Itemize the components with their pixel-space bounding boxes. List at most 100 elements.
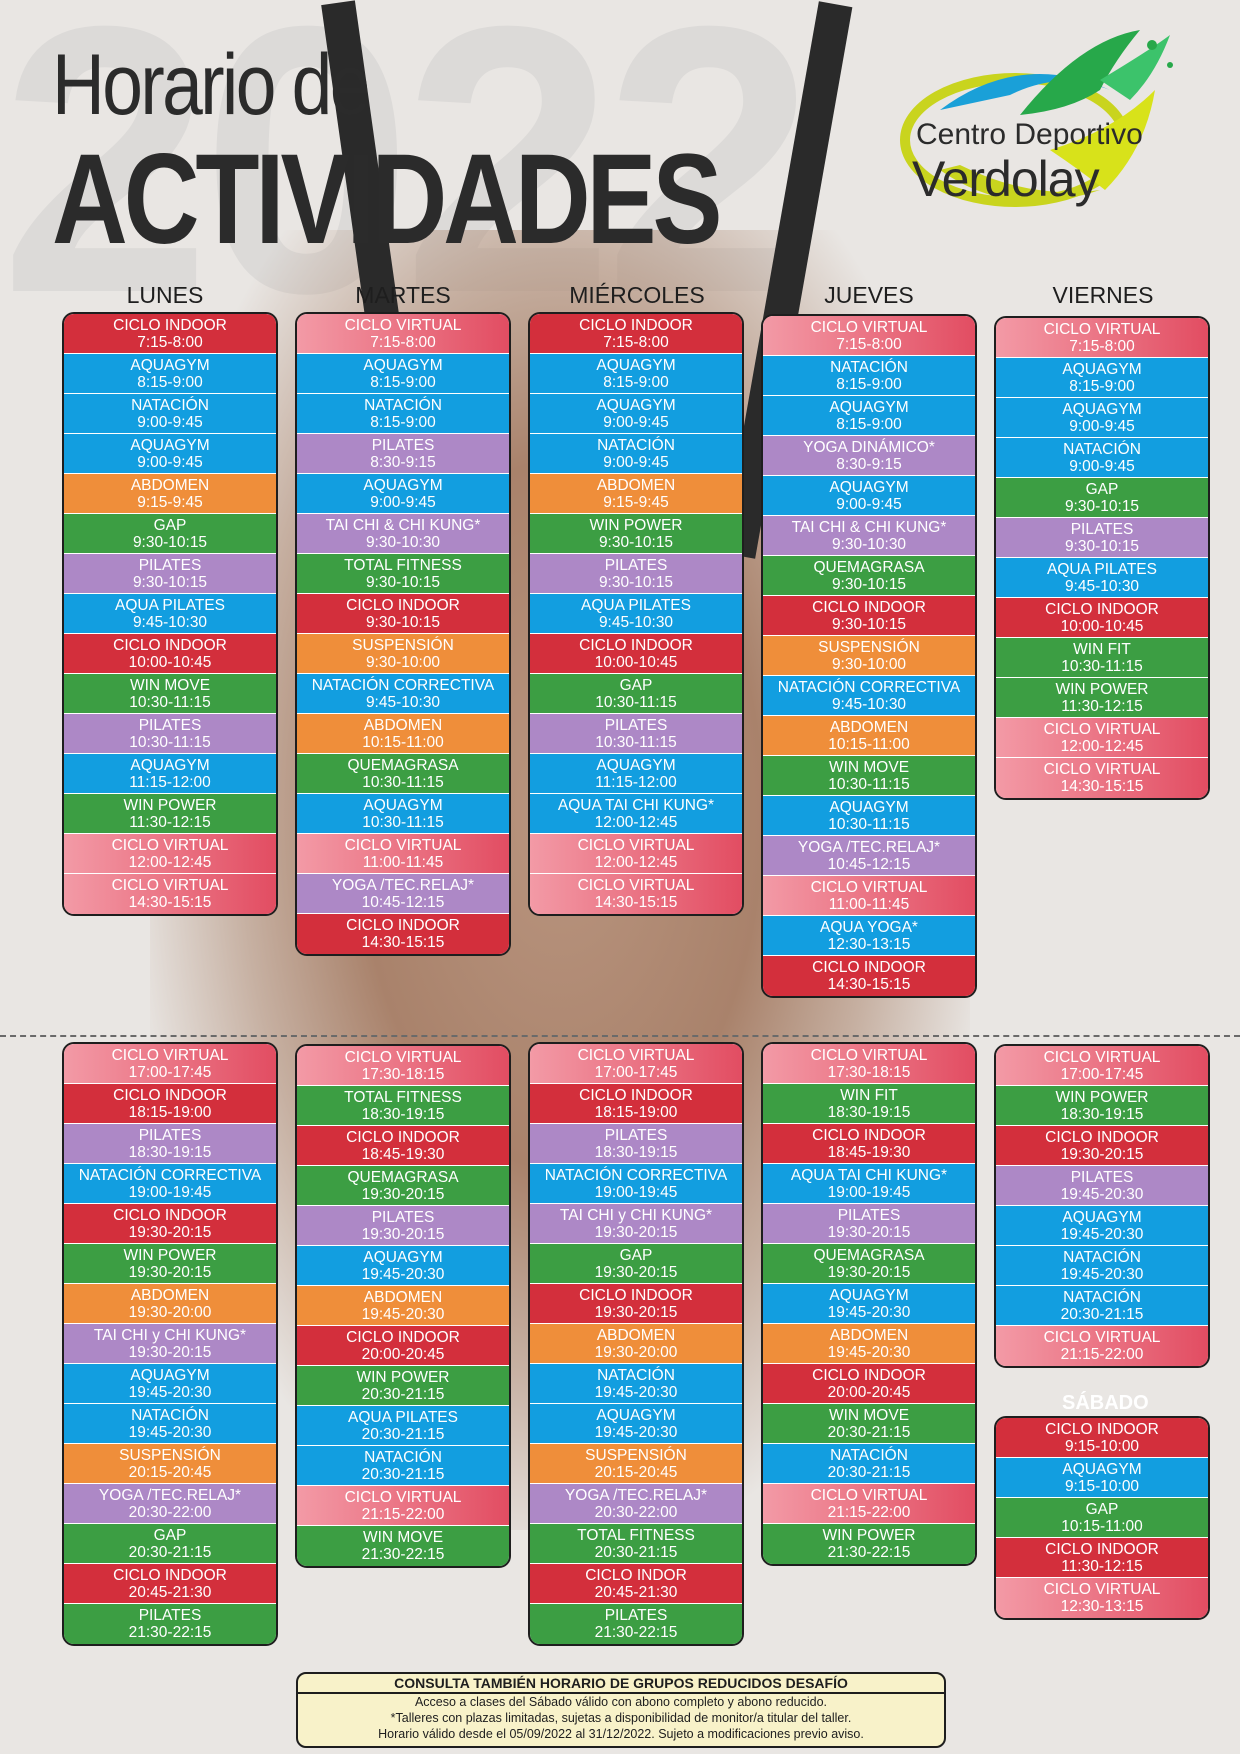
activity-name: CICLO INDOOR [812, 599, 926, 616]
activity-time: 20:30-22:00 [128, 1504, 212, 1521]
activity-time: 19:30-20:15 [594, 1224, 678, 1241]
activity-name: QUEMAGRASA [347, 757, 459, 774]
activity-cell: CICLO VIRTUAL 21:15-22:00 [297, 1486, 509, 1526]
activity-cell: AQUAGYM 19:45-20:30 [530, 1404, 742, 1444]
activity-name: AQUA TAI CHI KUNG* [790, 1167, 948, 1184]
activity-name: ABDOMEN [596, 477, 676, 494]
activity-cell: PILATES 21:30-22:15 [64, 1604, 276, 1644]
activity-time: 14:30-15:15 [128, 894, 212, 911]
activity-name: CICLO INDOOR [113, 637, 227, 654]
activity-time: 20:30-21:15 [827, 1424, 911, 1441]
activity-cell: AQUAGYM 11:15-12:00 [64, 754, 276, 794]
activity-name: TOTAL FITNESS [344, 1089, 462, 1106]
activity-cell: CICLO VIRTUAL 21:15-22:00 [996, 1326, 1208, 1366]
activity-cell: CICLO INDOOR 10:00-10:45 [996, 598, 1208, 638]
activity-time: 9:30-10:15 [1064, 498, 1140, 515]
activity-name: YOGA /TEC.RELAJ* [797, 839, 941, 856]
activity-name: ABDOMEN [130, 477, 210, 494]
activity-cell: AQUA PILATES 20:30-21:15 [297, 1406, 509, 1446]
activity-time: 19:45-20:30 [827, 1304, 911, 1321]
activity-name: CICLO INDOOR [579, 317, 693, 334]
activity-name: AQUAGYM [363, 1249, 443, 1266]
activity-name: SUSPENSIÓN [818, 639, 920, 656]
footer-notes: CONSULTA TAMBIÉN HORARIO DE GRUPOS REDUC… [296, 1672, 946, 1748]
activity-cell: CICLO INDOOR 9:30-10:15 [297, 594, 509, 634]
activity-name: NATACIÓN [597, 1367, 675, 1384]
activity-cell: ABDOMEN 9:15-9:45 [64, 474, 276, 514]
activity-cell: ABDOMEN 10:15-11:00 [763, 716, 975, 756]
activity-time: 19:30-20:15 [128, 1224, 212, 1241]
column-jueves-tarde: CICLO VIRTUAL 17:30-18:15 WIN FIT 18:30-19:… [761, 1042, 977, 1566]
activity-name: TOTAL FITNESS [344, 557, 462, 574]
activity-cell: NATACIÓN 20:30-21:15 [297, 1446, 509, 1486]
activity-time: 7:15-8:00 [836, 336, 902, 353]
title-line1: Horario de [52, 37, 370, 133]
activity-time: 17:00-17:45 [594, 1064, 678, 1081]
activity-name: GAP [1085, 1501, 1119, 1518]
activity-name: PILATES [604, 717, 668, 734]
activity-time: 19:00-19:45 [827, 1184, 911, 1201]
activity-name: ABDOMEN [130, 1287, 210, 1304]
activity-cell: AQUAGYM 19:45-20:30 [297, 1246, 509, 1286]
column-lunes-tarde: CICLO VIRTUAL 17:00-17:45 CICLO INDOOR 18:1… [62, 1042, 278, 1646]
activity-time: 19:00-19:45 [128, 1184, 212, 1201]
activity-time: 8:15-9:00 [603, 374, 669, 391]
activity-cell: NATACIÓN 19:45-20:30 [530, 1364, 742, 1404]
activity-name: AQUAGYM [130, 357, 210, 374]
day-label-sabado: SÁBADO [1062, 1392, 1149, 1414]
activity-cell: CICLO VIRTUAL 7:15-8:00 [996, 318, 1208, 358]
activity-cell: NATACIÓN 20:30-21:15 [763, 1444, 975, 1484]
activity-time: 9:30-10:30 [831, 536, 907, 553]
activity-cell: TAI CHI y CHI KUNG* 19:30-20:15 [530, 1204, 742, 1244]
section-divider [0, 1035, 1240, 1037]
activity-cell: CICLO INDOOR 9:30-10:15 [763, 596, 975, 636]
activity-time: 19:45-20:30 [827, 1344, 911, 1361]
activity-name: GAP [1085, 481, 1119, 498]
activity-cell: CICLO INDOOR 10:00-10:45 [64, 634, 276, 674]
logo: Centro Deportivo Verdolay [900, 20, 1200, 220]
activity-cell: CICLO VIRTUAL 12:00-12:45 [64, 834, 276, 874]
activity-name: TAI CHI y CHI KUNG* [559, 1207, 713, 1224]
activity-time: 7:15-8:00 [1069, 338, 1135, 355]
activity-time: 20:30-21:15 [361, 1466, 445, 1483]
activity-name: WIN MOVE [828, 1407, 910, 1424]
activity-name: PILATES [138, 717, 202, 734]
activity-time: 19:30-20:15 [361, 1186, 445, 1203]
activity-cell: CICLO INDOOR 20:00-20:45 [297, 1326, 509, 1366]
activity-name: CICLO VIRTUAL [344, 1489, 462, 1506]
activity-name: PILATES [371, 437, 435, 454]
activity-cell: CICLO VIRTUAL 17:00-17:45 [64, 1044, 276, 1084]
activity-cell: CICLO INDOOR 9:15-10:00 [996, 1418, 1208, 1458]
activity-cell: WIN POWER 11:30-12:15 [64, 794, 276, 834]
activity-name: GAP [619, 1247, 653, 1264]
activity-cell: PILATES 9:30-10:15 [996, 518, 1208, 558]
activity-name: AQUAGYM [596, 1407, 676, 1424]
activity-cell: NATACIÓN 9:00-9:45 [996, 438, 1208, 478]
activity-name: CICLO INDOOR [812, 1367, 926, 1384]
activity-time: 20:00-20:45 [827, 1384, 911, 1401]
activity-cell: WIN FIT 10:30-11:15 [996, 638, 1208, 678]
activity-time: 9:30-10:15 [132, 574, 208, 591]
activity-time: 9:45-10:30 [132, 614, 208, 631]
activity-name: QUEMAGRASA [347, 1169, 459, 1186]
activity-time: 10:30-11:15 [595, 734, 677, 751]
activity-cell: AQUAGYM 8:15-9:00 [530, 354, 742, 394]
activity-cell: YOGA /TEC.RELAJ* 10:45-12:15 [763, 836, 975, 876]
activity-name: CICLO INDOOR [113, 1567, 227, 1584]
title-line2: ACTIVIDADES [52, 128, 722, 271]
activity-time: 9:30-10:15 [831, 576, 907, 593]
activity-name: PILATES [138, 557, 202, 574]
activity-time: 17:30-18:15 [827, 1064, 911, 1081]
activity-time: 14:30-15:15 [361, 934, 445, 951]
activity-cell: TAI CHI & CHI KUNG* 9:30-10:30 [763, 516, 975, 556]
activity-name: AQUA PILATES [348, 1409, 458, 1426]
day-label-lunes: LUNES [126, 282, 204, 308]
activity-cell: ABDOMEN 19:30-20:00 [530, 1324, 742, 1364]
activity-name: AQUAGYM [596, 397, 676, 414]
activity-cell: ABDOMEN 9:15-9:45 [530, 474, 742, 514]
activity-time: 8:15-9:00 [836, 416, 902, 433]
activity-cell: CICLO VIRTUAL 7:15-8:00 [297, 314, 509, 354]
activity-time: 19:45-20:30 [1060, 1226, 1144, 1243]
activity-time: 7:15-8:00 [603, 334, 669, 351]
activity-cell: WIN POWER 21:30-22:15 [763, 1524, 975, 1564]
